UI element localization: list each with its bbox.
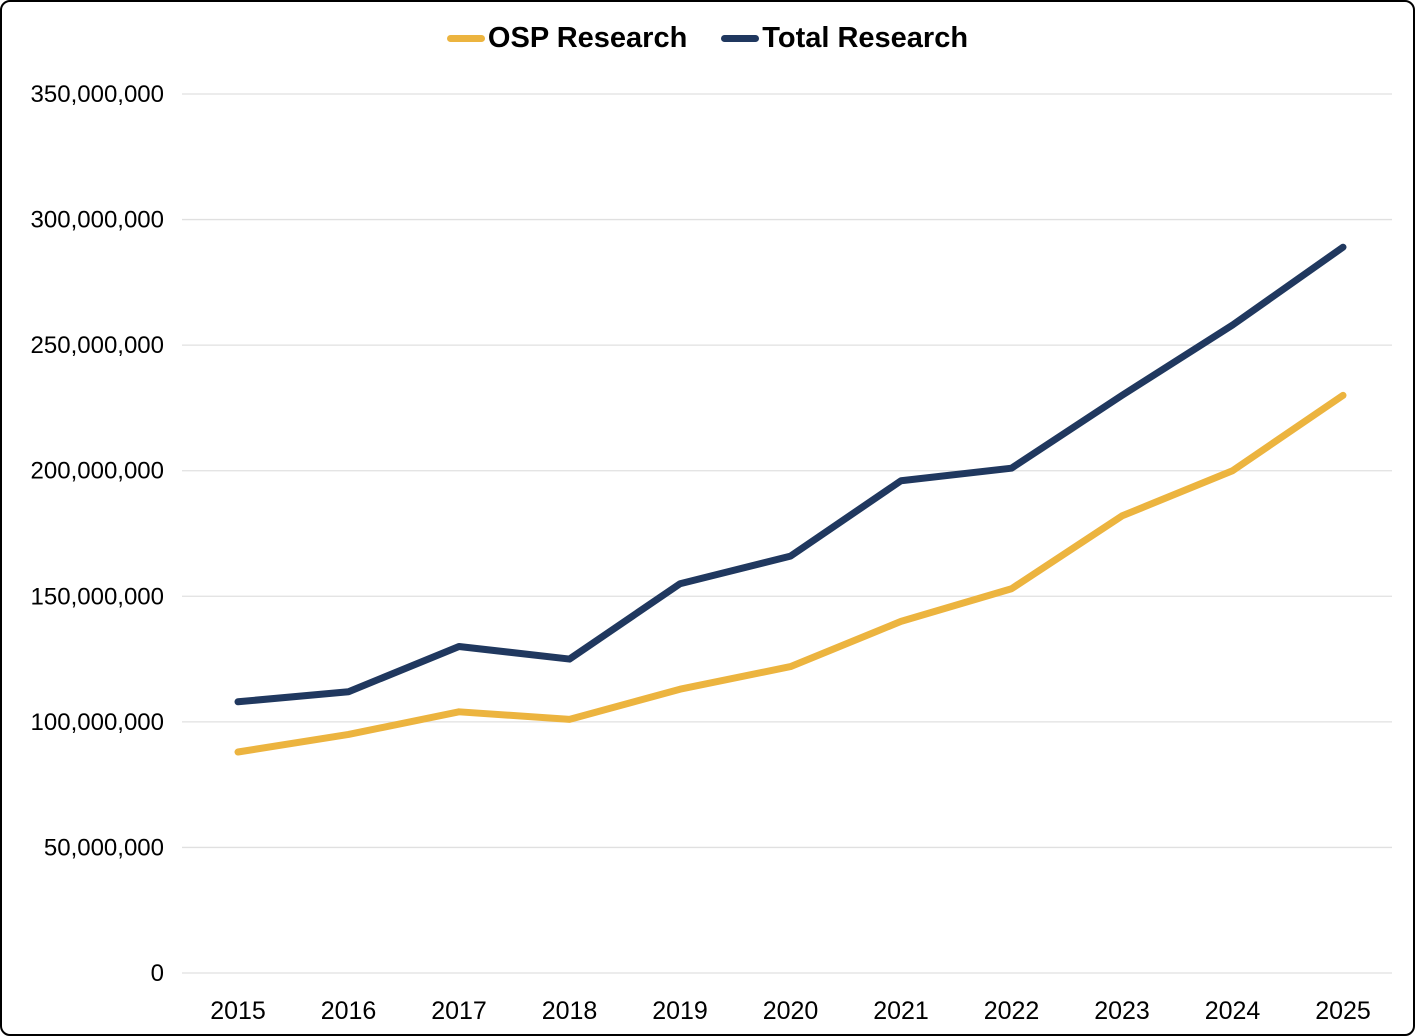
x-tick-label: 2025 bbox=[1315, 997, 1371, 1025]
series-lines-group bbox=[234, 243, 1347, 756]
x-tick-label: 2022 bbox=[984, 997, 1040, 1025]
gridlines-group bbox=[182, 93, 1392, 974]
x-tick-label: 2023 bbox=[1094, 997, 1150, 1025]
y-tick-label: 100,000,000 bbox=[31, 709, 164, 736]
y-tick-label: 250,000,000 bbox=[31, 332, 164, 359]
x-tick-label: 2015 bbox=[210, 997, 266, 1025]
series-line-osp-research bbox=[234, 391, 1347, 756]
x-tick-label: 2019 bbox=[652, 997, 708, 1025]
legend-label-total-research: Total Research bbox=[762, 22, 969, 54]
x-tick-label: 2017 bbox=[431, 997, 487, 1025]
x-tick-label: 2021 bbox=[873, 997, 929, 1025]
y-tick-label: 200,000,000 bbox=[31, 458, 164, 485]
y-tick-label: 50,000,000 bbox=[44, 834, 164, 861]
y-tick-label: 300,000,000 bbox=[31, 207, 164, 234]
chart-legend: OSP Research Total Research bbox=[2, 16, 1413, 60]
y-tick-label: 0 bbox=[151, 960, 164, 987]
y-tick-label: 350,000,000 bbox=[31, 81, 164, 108]
x-tick-label: 2016 bbox=[321, 997, 377, 1025]
series-line-total-research bbox=[234, 243, 1347, 706]
x-tick-label: 2018 bbox=[542, 997, 598, 1025]
y-axis-tick-labels: 0 50,000,000 100,000,000 150,000,000 200,000… bbox=[31, 81, 164, 987]
legend-swatch-osp-research-icon bbox=[446, 34, 485, 42]
legend-item-osp-research: OSP Research bbox=[446, 16, 688, 60]
y-tick-label: 150,000,000 bbox=[31, 583, 164, 610]
legend-label-osp-research: OSP Research bbox=[487, 22, 688, 54]
legend-item-total-research: Total Research bbox=[721, 16, 968, 60]
x-axis-tick-labels: 2015 2016 2017 2018 2019 2020 2021 2022 2023 2024… bbox=[210, 997, 1371, 1025]
x-tick-label: 2020 bbox=[763, 997, 819, 1025]
legend-swatch-total-research-icon bbox=[721, 34, 760, 42]
x-tick-label: 2024 bbox=[1205, 997, 1261, 1025]
